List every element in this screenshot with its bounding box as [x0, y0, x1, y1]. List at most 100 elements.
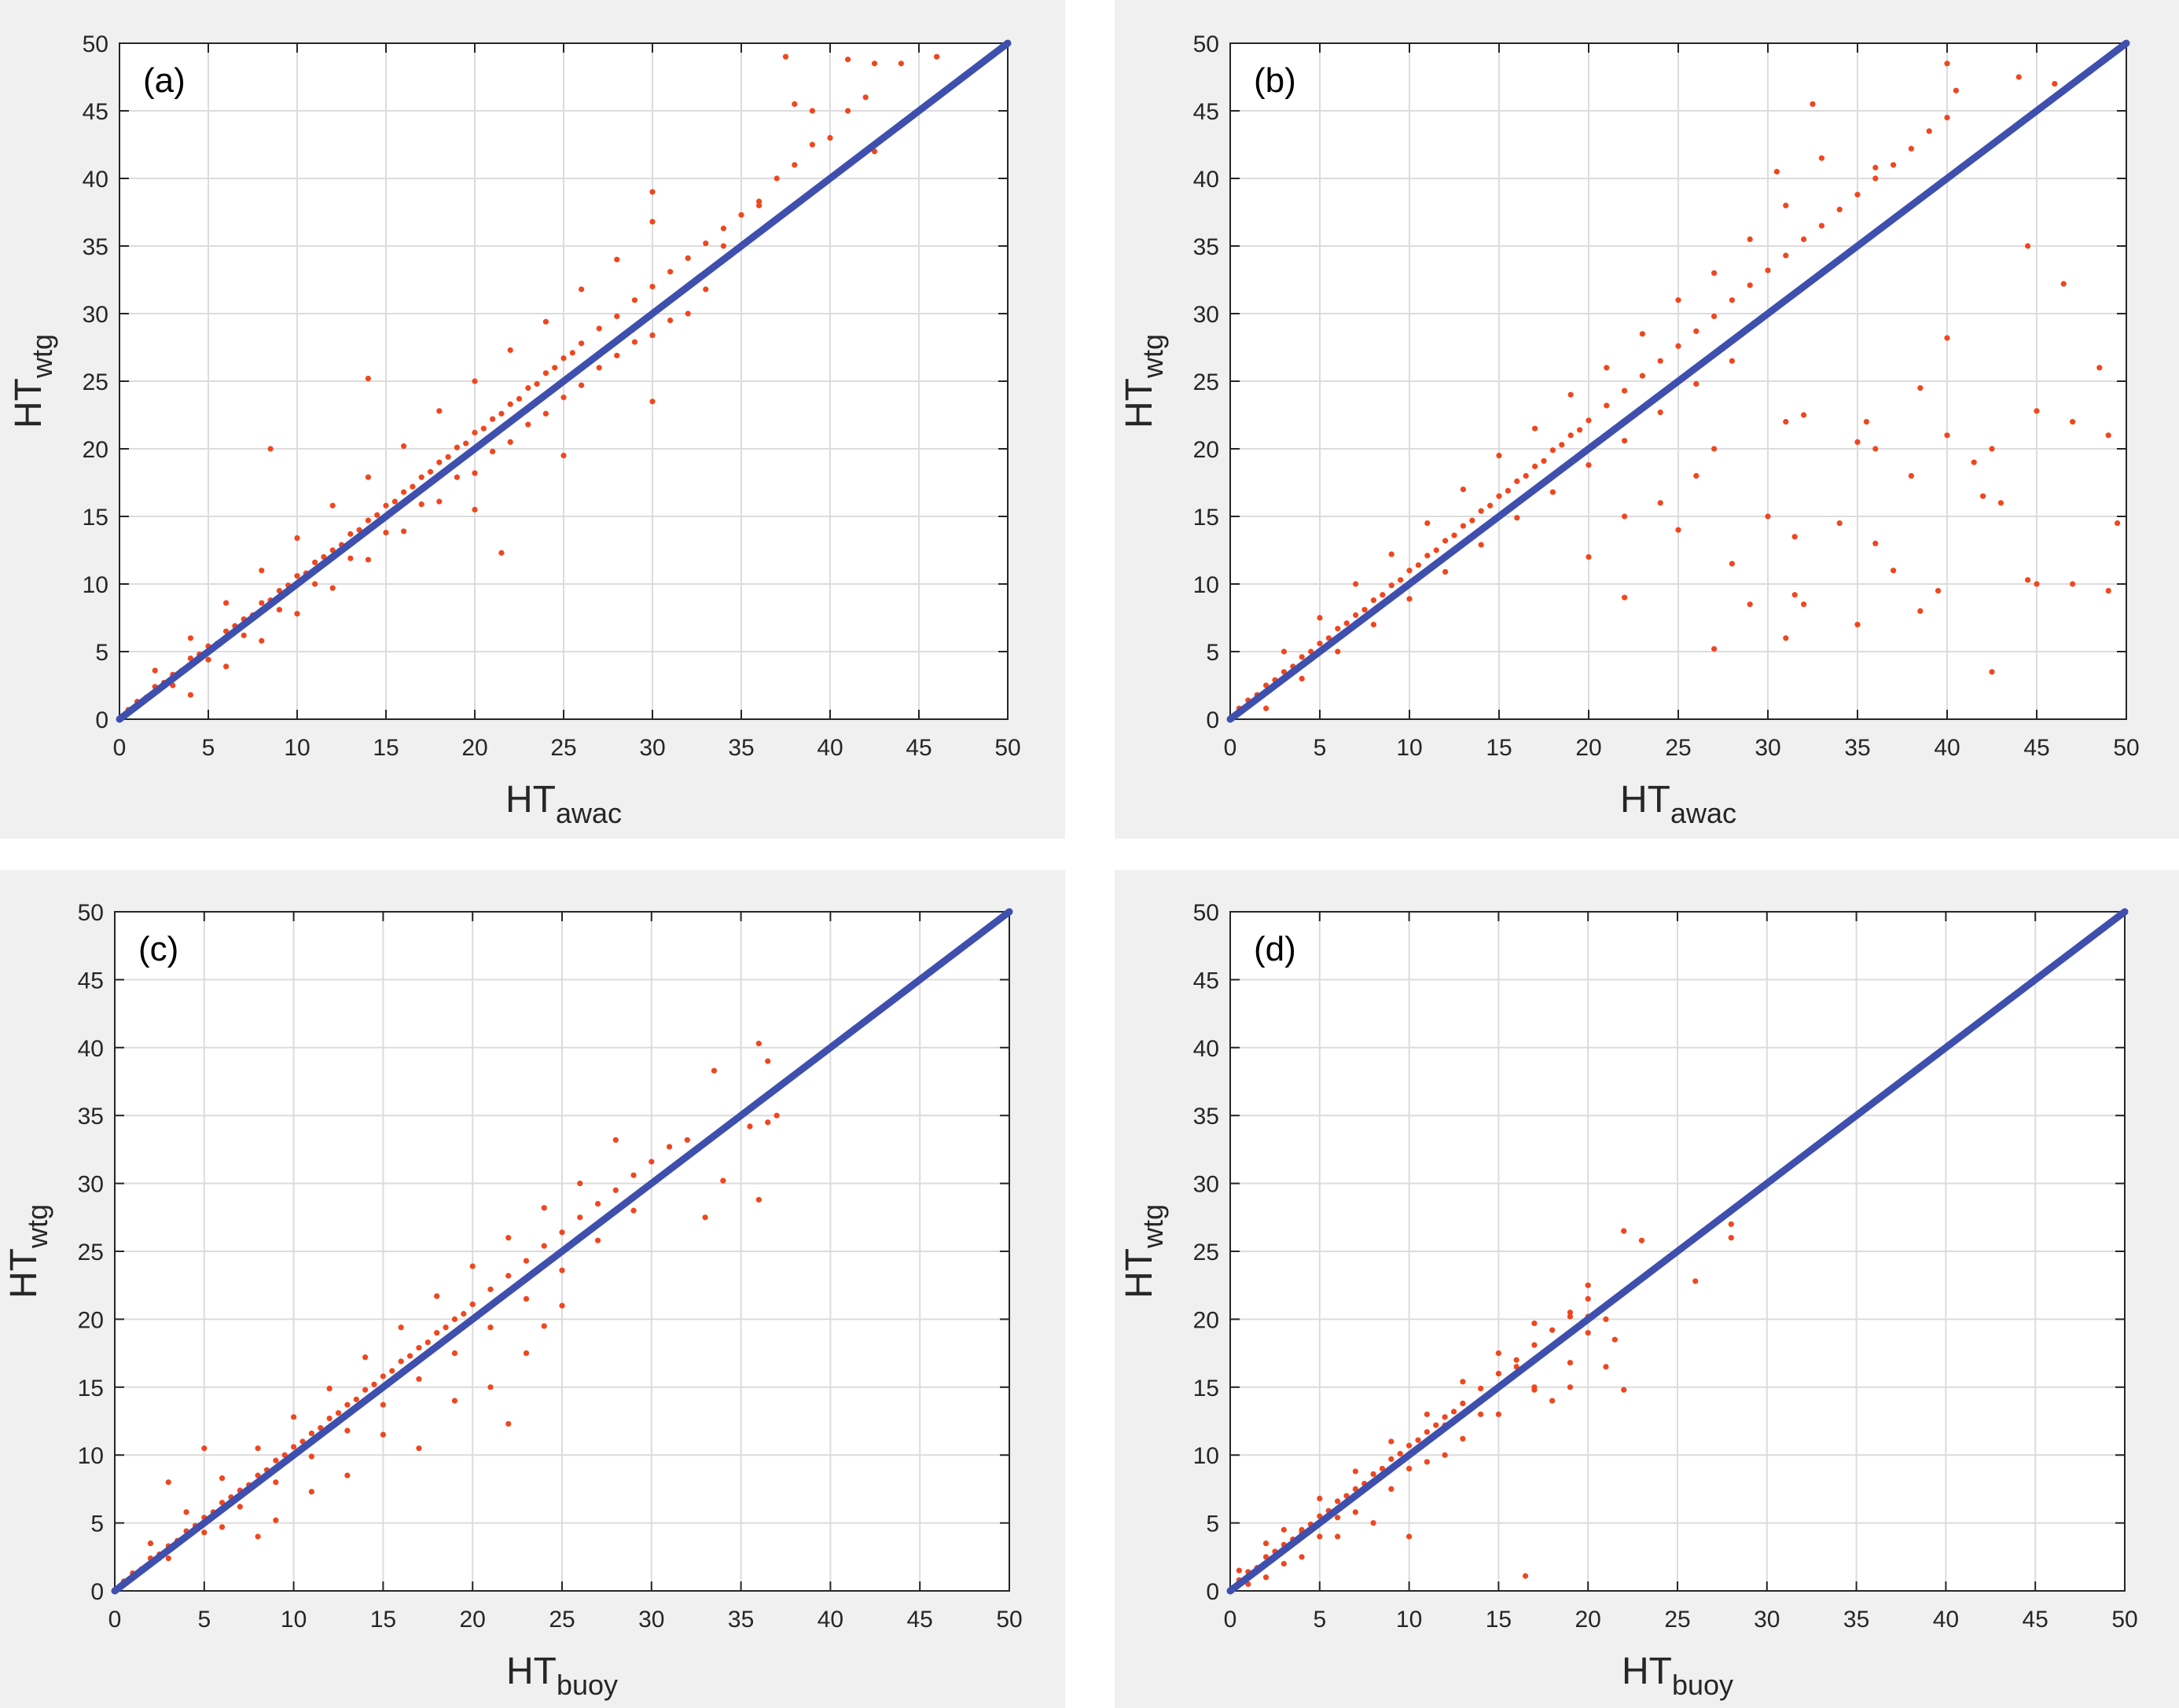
scatter-point [523, 1350, 530, 1357]
scatter-point [505, 1273, 512, 1279]
y-axis-label: HTwtg [3, 1204, 53, 1298]
scatter-point [1415, 562, 1421, 568]
y-tick-label: 15 [78, 1376, 104, 1401]
scatter-point [684, 1137, 690, 1143]
scatter-point [237, 1504, 243, 1510]
scatter-point [406, 1353, 413, 1359]
x-axis-label-main: HT [1622, 1651, 1672, 1692]
scatter-point [765, 1119, 771, 1126]
scatter-point [1353, 581, 1359, 587]
x-tick-label: 25 [1664, 1607, 1690, 1633]
scatter-point [542, 370, 549, 376]
y-tick-label: 35 [78, 1104, 104, 1129]
scatter-point [559, 1229, 565, 1236]
scatter-point [1944, 335, 1950, 341]
scatter-point [1460, 487, 1466, 493]
scatter-point [487, 1324, 494, 1331]
scatter-point [1496, 453, 1502, 459]
scatter-point [1317, 1495, 1323, 1502]
scatter-point [2025, 577, 2031, 583]
scatter-point [1442, 568, 1449, 575]
y-tick-label: 45 [83, 99, 108, 125]
y-tick-label: 45 [78, 968, 104, 994]
scatter-point [666, 1144, 673, 1150]
x-tick-label: 50 [2111, 1607, 2137, 1633]
x-tick-label: 10 [1396, 1607, 1422, 1633]
scatter-point [418, 474, 424, 480]
scatter-point [147, 1540, 154, 1547]
x-tick-label: 40 [1933, 1607, 1959, 1633]
scatter-point [1460, 523, 1466, 529]
scatter-point [1262, 1540, 1270, 1547]
scatter-point [383, 530, 389, 536]
scatter-point [1783, 202, 1789, 208]
scatter-point [1352, 1468, 1358, 1475]
scatter-point [1989, 669, 1995, 675]
scatter-point [389, 1368, 395, 1374]
scatter-point [505, 1235, 512, 1241]
scatter-point [1711, 313, 1718, 320]
scatter-point [631, 297, 638, 303]
scatter-point [1388, 1438, 1394, 1445]
scatter-points [1236, 61, 2121, 711]
y-tick-label: 0 [90, 1579, 104, 1605]
scatter-point [308, 1489, 314, 1495]
scatter-point [738, 211, 744, 219]
x-tick-label: 20 [460, 1607, 486, 1633]
scatter-point [541, 1205, 547, 1211]
scatter-point [1872, 175, 1879, 182]
scatter-point [205, 656, 211, 663]
scatter-point [579, 340, 585, 347]
scatter-point [1388, 1486, 1394, 1492]
scatter-point [480, 425, 487, 432]
scatter-point [326, 1385, 333, 1392]
scatter-point [1424, 1429, 1430, 1435]
scatter-point [1818, 222, 1824, 229]
scatter-point [1611, 1336, 1618, 1343]
scatter-point [1388, 551, 1394, 557]
scatter-point [1299, 675, 1305, 682]
scatter-point [1693, 380, 1699, 388]
y-tick-label: 50 [83, 31, 108, 57]
scatter-point [1469, 517, 1475, 523]
scatter-point [1531, 1387, 1538, 1393]
scatter-point [451, 1316, 458, 1322]
scatter-point [1791, 592, 1798, 598]
scatter-point [1406, 567, 1413, 574]
scatter-point [1622, 388, 1628, 394]
scatter-point [577, 1181, 583, 1187]
scatter-point [276, 607, 282, 613]
scatter-point [1397, 1450, 1403, 1457]
scatter-point [416, 1445, 422, 1452]
scatter-point [410, 483, 416, 490]
scatter-point [1997, 500, 2004, 506]
scatter-point [1639, 331, 1645, 337]
scatter-point [1863, 419, 1869, 425]
scatter-point [1747, 236, 1753, 242]
y-axis-label: HTwtg [8, 334, 58, 428]
y-tick-label: 10 [83, 572, 108, 598]
scatter-point [1657, 500, 1663, 506]
scatter-point [541, 1323, 547, 1329]
y-tick-label: 25 [1193, 1240, 1219, 1265]
y-axis-label-main: HT [3, 1248, 45, 1298]
scatter-point [1415, 1437, 1421, 1443]
x-tick-label: 5 [202, 735, 215, 761]
scatter-point [560, 395, 567, 401]
scatter-point [273, 1457, 279, 1464]
scatter-point [1299, 1554, 1305, 1560]
scatter-point [1460, 1400, 1466, 1407]
scatter-point [542, 318, 549, 325]
scatter-point [809, 108, 815, 114]
y-tick-label: 40 [83, 167, 108, 193]
scatter-point [219, 1475, 226, 1482]
scatter-point [1783, 635, 1789, 641]
scatter-point [1836, 206, 1843, 213]
x-tick-label: 40 [817, 735, 843, 761]
scatter-point [612, 1137, 619, 1143]
scatter-point [451, 1350, 458, 1357]
x-tick-label: 50 [2113, 735, 2139, 761]
scatter-point [1989, 446, 1995, 452]
scatter-point [335, 1410, 342, 1416]
scatter-point [756, 198, 762, 204]
